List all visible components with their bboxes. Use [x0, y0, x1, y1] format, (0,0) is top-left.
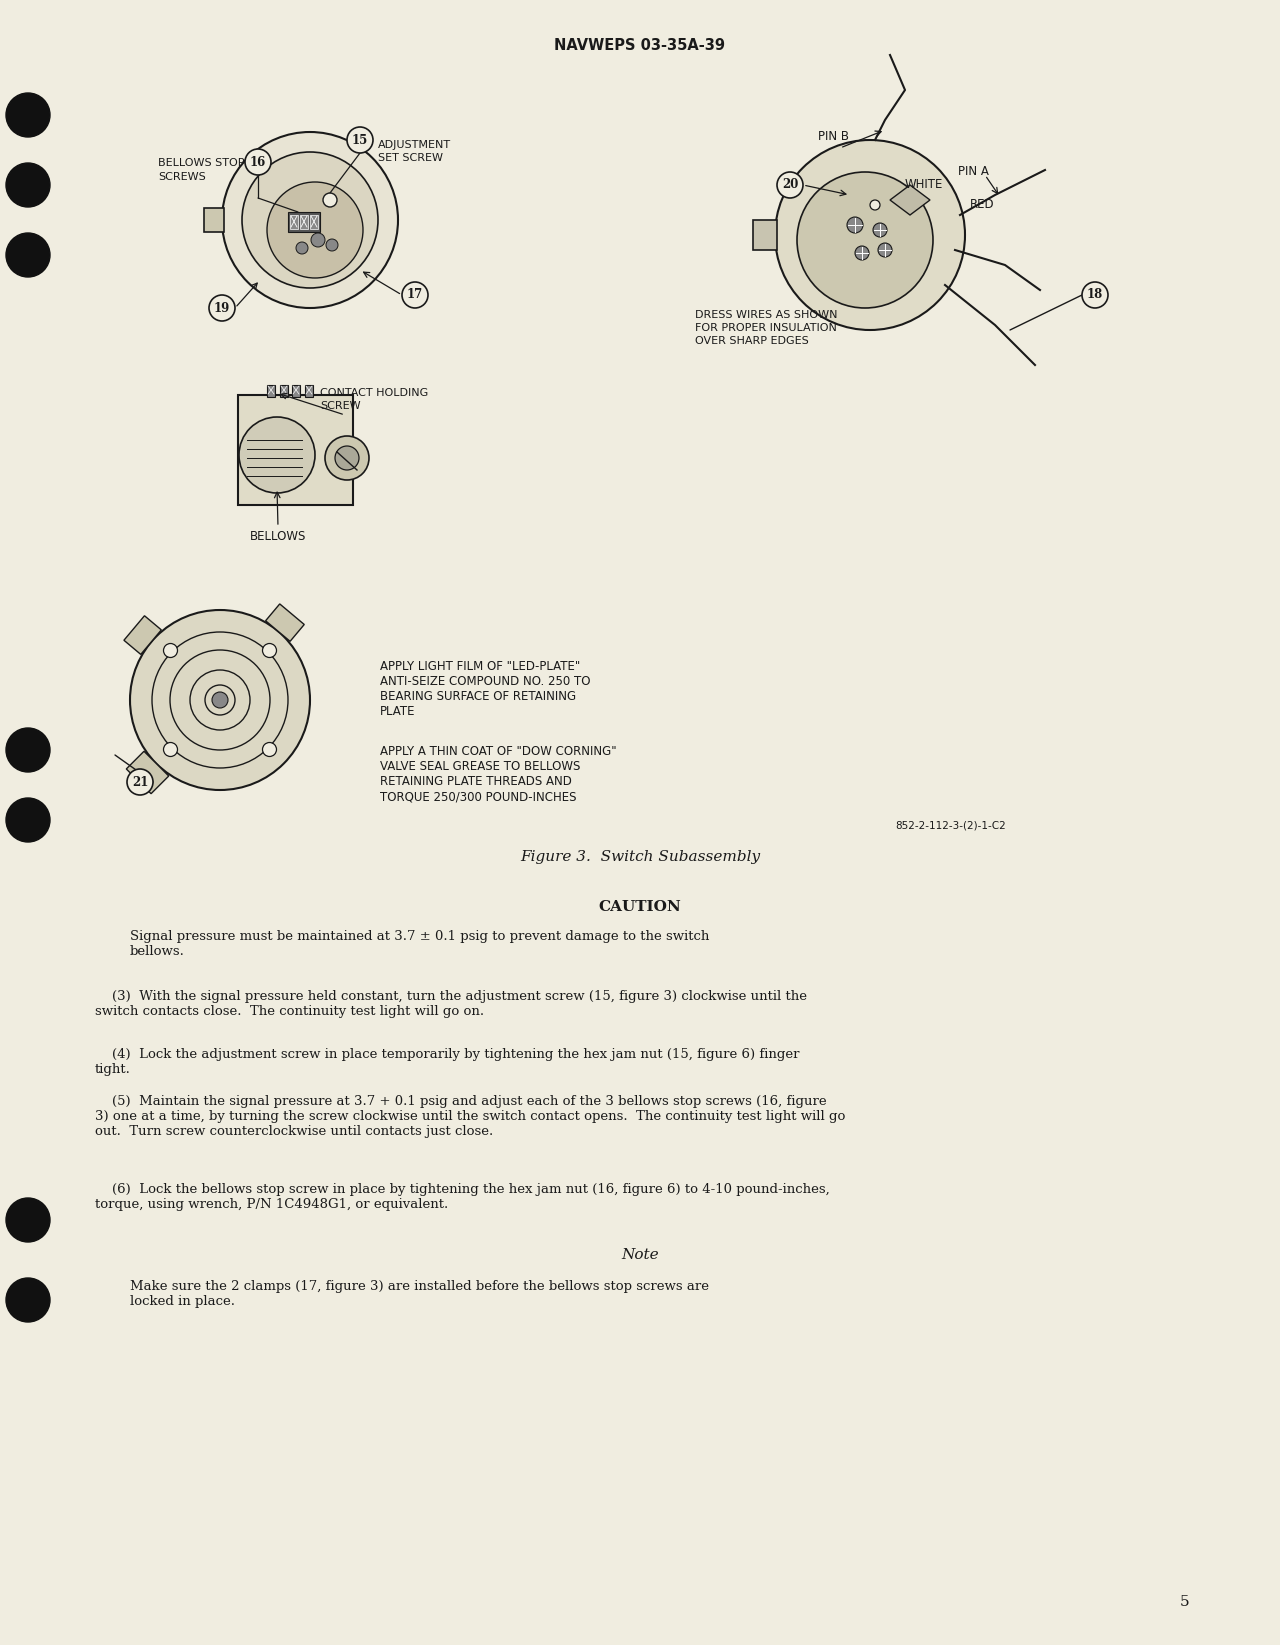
Circle shape [774, 140, 965, 331]
Circle shape [878, 243, 892, 257]
Text: (6)  Lock the bellows stop screw in place by tightening the hex jam nut (16, fig: (6) Lock the bellows stop screw in place… [95, 1183, 829, 1211]
Text: 17: 17 [407, 288, 424, 301]
FancyBboxPatch shape [204, 207, 224, 232]
Circle shape [323, 192, 337, 207]
Text: 16: 16 [250, 156, 266, 168]
Circle shape [6, 1278, 50, 1323]
Circle shape [311, 234, 325, 247]
Circle shape [164, 742, 178, 757]
Text: FOR PROPER INSULATION: FOR PROPER INSULATION [695, 322, 837, 332]
Circle shape [296, 242, 308, 253]
Bar [300, 215, 308, 229]
Circle shape [347, 127, 372, 153]
Text: CAUTION: CAUTION [599, 900, 681, 915]
Text: (5)  Maintain the signal pressure at 3.7 + 0.1 psig and adjust each of the 3 bel: (5) Maintain the signal pressure at 3.7 … [95, 1096, 845, 1138]
Text: NAVWEPS 03-35A-39: NAVWEPS 03-35A-39 [554, 38, 726, 53]
Text: Signal pressure must be maintained at 3.7 ± 0.1 psig to prevent damage to the sw: Signal pressure must be maintained at 3.… [131, 929, 709, 957]
Circle shape [402, 281, 428, 308]
Bar [268, 385, 275, 396]
Bar [291, 215, 298, 229]
Text: WHITE: WHITE [905, 178, 943, 191]
Circle shape [164, 643, 178, 658]
Text: SET SCREW: SET SCREW [378, 153, 443, 163]
Circle shape [335, 446, 358, 470]
FancyBboxPatch shape [753, 220, 777, 250]
Text: BELLOWS STOP: BELLOWS STOP [157, 158, 244, 168]
Text: Note: Note [621, 1249, 659, 1262]
Circle shape [777, 173, 803, 197]
Bar [238, 395, 353, 505]
Circle shape [212, 693, 228, 707]
Circle shape [244, 150, 271, 174]
Text: OVER SHARP EDGES: OVER SHARP EDGES [695, 336, 809, 345]
Polygon shape [124, 615, 161, 655]
Text: 20: 20 [782, 179, 799, 191]
Circle shape [6, 234, 50, 276]
Circle shape [262, 742, 276, 757]
Text: APPLY A THIN COAT OF "DOW CORNING": APPLY A THIN COAT OF "DOW CORNING" [380, 745, 617, 758]
Polygon shape [127, 752, 169, 793]
Circle shape [1082, 281, 1108, 308]
Text: Figure 3.  Switch Subassembly: Figure 3. Switch Subassembly [520, 850, 760, 864]
Circle shape [6, 1198, 50, 1242]
Circle shape [268, 183, 364, 278]
Circle shape [239, 416, 315, 494]
Text: 18: 18 [1087, 288, 1103, 301]
Text: APPLY LIGHT FILM OF "LED-PLATE": APPLY LIGHT FILM OF "LED-PLATE" [380, 660, 580, 673]
Polygon shape [265, 604, 305, 642]
Polygon shape [890, 184, 931, 215]
Circle shape [221, 132, 398, 308]
Circle shape [242, 151, 378, 288]
Circle shape [326, 239, 338, 252]
Text: ANTI-SEIZE COMPOUND NO. 250 TO: ANTI-SEIZE COMPOUND NO. 250 TO [380, 674, 590, 688]
Bar [310, 215, 317, 229]
Circle shape [6, 163, 50, 207]
Circle shape [873, 224, 887, 237]
Text: PIN A: PIN A [957, 164, 989, 178]
Text: DRESS WIRES AS SHOWN: DRESS WIRES AS SHOWN [695, 309, 837, 321]
Circle shape [6, 94, 50, 137]
Text: PIN B: PIN B [818, 130, 849, 143]
Text: 15: 15 [352, 133, 369, 146]
Circle shape [847, 217, 863, 234]
Text: ADJUSTMENT: ADJUSTMENT [378, 140, 451, 150]
Bar [280, 385, 288, 396]
Text: 19: 19 [214, 301, 230, 314]
Text: 21: 21 [132, 775, 148, 788]
Circle shape [870, 201, 881, 211]
Circle shape [6, 729, 50, 772]
Text: CONTACT HOLDING: CONTACT HOLDING [320, 388, 429, 398]
Circle shape [131, 610, 310, 790]
Text: BEARING SURFACE OF RETAINING: BEARING SURFACE OF RETAINING [380, 689, 576, 702]
Circle shape [262, 643, 276, 658]
Text: 5: 5 [1180, 1596, 1190, 1609]
Text: BELLOWS: BELLOWS [250, 530, 306, 543]
Circle shape [127, 768, 154, 795]
Circle shape [209, 294, 236, 321]
Text: VALVE SEAL GREASE TO BELLOWS: VALVE SEAL GREASE TO BELLOWS [380, 760, 580, 773]
Text: (4)  Lock the adjustment screw in place temporarily by tightening the hex jam nu: (4) Lock the adjustment screw in place t… [95, 1048, 800, 1076]
Circle shape [797, 173, 933, 308]
Circle shape [325, 436, 369, 480]
Text: TORQUE 250/300 POUND-INCHES: TORQUE 250/300 POUND-INCHES [380, 790, 576, 803]
Text: Make sure the 2 clamps (17, figure 3) are installed before the bellows stop scre: Make sure the 2 clamps (17, figure 3) ar… [131, 1280, 709, 1308]
Text: (3)  With the signal pressure held constant, turn the adjustment screw (15, figu: (3) With the signal pressure held consta… [95, 990, 806, 1018]
Text: RETAINING PLATE THREADS AND: RETAINING PLATE THREADS AND [380, 775, 572, 788]
Text: SCREW: SCREW [320, 401, 361, 411]
Bar [305, 385, 314, 396]
Circle shape [6, 798, 50, 842]
Text: 852-2-112-3-(2)-1-C2: 852-2-112-3-(2)-1-C2 [895, 819, 1006, 831]
Text: RED: RED [970, 197, 995, 211]
Bar [288, 212, 320, 232]
Text: SCREWS: SCREWS [157, 173, 206, 183]
Text: PLATE: PLATE [380, 706, 416, 717]
Bar [292, 385, 300, 396]
Circle shape [855, 247, 869, 260]
